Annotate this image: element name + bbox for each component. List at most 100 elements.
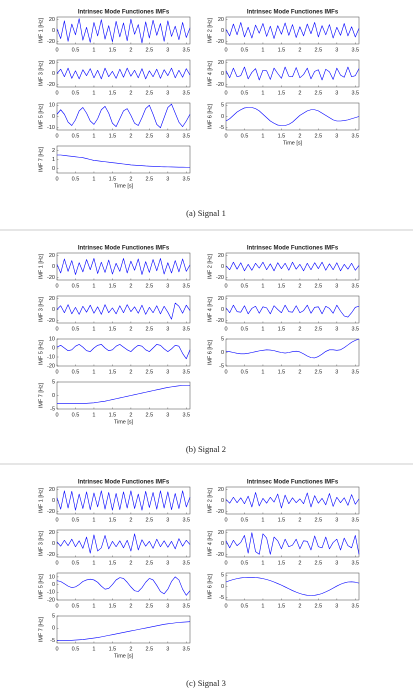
x-tick-label: 2 (298, 560, 301, 566)
x-tick-label: 1.5 (109, 646, 117, 652)
x-axis-label: Time [s] (114, 419, 134, 425)
plot-frame (56, 338, 191, 367)
x-tick-label: 3 (166, 369, 169, 375)
x-tick-label: 2.5 (315, 47, 323, 53)
y-tick-label: 0 (52, 28, 55, 34)
x-tick-label: 0.5 (241, 369, 249, 375)
signal-line (56, 67, 191, 80)
x-tick-label: 3.5 (351, 326, 359, 332)
signal-line (57, 384, 190, 404)
x-tick-label: 0.5 (72, 517, 80, 523)
y-tick-label: -20 (216, 39, 224, 45)
y-tick-label: -10 (47, 125, 55, 131)
x-tick-label: 2 (129, 412, 132, 418)
x-tick-label: 1.5 (278, 603, 286, 609)
y-axis-label: IMF 6 [Hz] (207, 103, 213, 129)
x-tick-label: 0.5 (72, 47, 80, 53)
x-tick-label: 0 (55, 90, 58, 96)
x-tick-label: 1.5 (278, 369, 286, 375)
x-tick-label: 1 (92, 90, 95, 96)
y-tick-label: 0 (52, 114, 55, 120)
x-tick-label: 3 (335, 517, 338, 523)
y-tick-label: -5 (219, 363, 224, 369)
x-tick-label: 2 (298, 326, 301, 332)
x-tick-label: 2 (298, 90, 301, 96)
x-tick-label: 0 (55, 412, 58, 418)
x-tick-label: 1.5 (109, 412, 117, 418)
x-tick-label: 0.5 (72, 176, 80, 182)
plot-title: Intrinsec Mode Functiones IMFs (247, 480, 339, 486)
y-tick-label: 1 (52, 157, 55, 163)
x-tick-label: 3.5 (351, 133, 359, 139)
y-tick-label: 0 (52, 582, 55, 588)
y-tick-label: 20 (49, 60, 55, 66)
x-tick-label: 3 (335, 369, 338, 375)
x-tick-label: 1 (261, 47, 264, 53)
signal-line (57, 154, 190, 168)
signal-line (225, 338, 360, 359)
y-tick-label: -20 (216, 318, 224, 324)
x-tick-label: 3 (166, 90, 169, 96)
x-tick-label: 1 (261, 133, 264, 139)
y-tick-label: 0 (221, 541, 224, 547)
x-tick-label: 1 (92, 517, 95, 523)
x-tick-label: 3.5 (351, 47, 359, 53)
x-tick-label: 3 (335, 90, 338, 96)
x-tick-label: 3 (335, 326, 338, 332)
x-tick-label: 2 (298, 517, 301, 523)
y-tick-label: -20 (216, 82, 224, 88)
x-tick-label: 3.5 (182, 412, 190, 418)
x-tick-label: 2 (298, 603, 301, 609)
x-tick-label: 0 (224, 326, 227, 332)
x-tick-label: 3 (335, 133, 338, 139)
x-tick-label: 3 (166, 646, 169, 652)
x-tick-label: 0 (55, 646, 58, 652)
y-axis-label: IMF 2 [Hz] (207, 253, 213, 279)
y-tick-label: 0 (52, 498, 55, 504)
y-tick-label: -20 (216, 275, 224, 281)
x-tick-label: 0.5 (72, 369, 80, 375)
x-tick-label: 1.5 (109, 517, 117, 523)
y-tick-label: -20 (47, 275, 55, 281)
x-tick-label: 0.5 (241, 517, 249, 523)
y-tick-label: 20 (218, 17, 224, 23)
x-tick-label: 2.5 (146, 90, 154, 96)
x-tick-label: 1.5 (109, 560, 117, 566)
plot-frame (56, 145, 191, 174)
x-tick-label: 1 (92, 133, 95, 139)
x-tick-label: 1 (92, 412, 95, 418)
x-tick-label: 2 (298, 283, 301, 289)
x-tick-label: 2 (298, 133, 301, 139)
x-tick-label: 3.5 (351, 90, 359, 96)
x-tick-label: 3.5 (182, 283, 190, 289)
x-tick-label: 3.5 (182, 326, 190, 332)
y-tick-label: -20 (47, 39, 55, 45)
signal-line (56, 103, 191, 129)
plot-title: Intrinsec Mode Functiones IMFs (247, 246, 339, 252)
signal-line (225, 492, 360, 509)
y-tick-label: 0 (52, 71, 55, 77)
x-tick-label: 1.5 (109, 133, 117, 139)
x-tick-label: 1 (261, 517, 264, 523)
y-axis-label: IMF 7 [Hz] (38, 382, 44, 408)
y-tick-label: -10 (47, 354, 55, 360)
x-tick-label: 3.5 (182, 176, 190, 182)
x-tick-label: 0 (224, 560, 227, 566)
y-tick-label: 0 (221, 28, 224, 34)
plot-frame (225, 102, 360, 131)
x-tick-label: 0 (55, 603, 58, 609)
x-tick-label: 1 (261, 283, 264, 289)
y-tick-label: 0 (52, 264, 55, 270)
y-tick-label: 0 (221, 71, 224, 77)
y-tick-label: 20 (49, 17, 55, 23)
x-tick-label: 2.5 (315, 603, 323, 609)
x-tick-label: 1 (261, 326, 264, 332)
x-tick-label: 0.5 (241, 283, 249, 289)
x-tick-label: 2.5 (315, 133, 323, 139)
plot-frame (56, 615, 191, 644)
y-tick-label: 0 (52, 166, 55, 172)
y-axis-label: IMF 2 [Hz] (207, 17, 213, 43)
x-tick-label: 0 (224, 283, 227, 289)
x-tick-label: 3.5 (182, 133, 190, 139)
x-tick-label: 3 (166, 47, 169, 53)
